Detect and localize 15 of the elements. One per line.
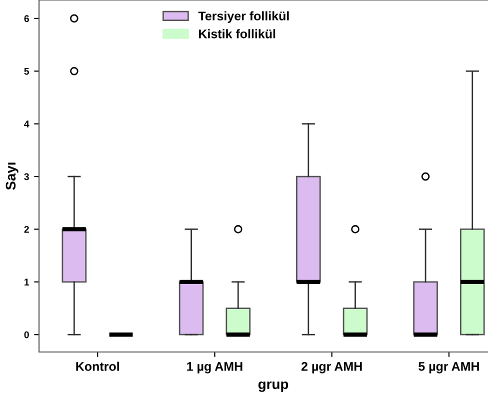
x-axis-title: grup	[258, 381, 288, 392]
y-axis-title: Sayı	[6, 162, 18, 190]
x-tick-label: 1 µg AMH	[187, 362, 242, 374]
y-tick-label: 2	[24, 226, 29, 233]
y-tick-label: 5	[24, 68, 30, 75]
y-tick-label: 3	[24, 173, 29, 180]
x-tick-label: 5 µgr AMH	[418, 362, 479, 374]
y-tick-label: 6	[24, 15, 29, 22]
y-tick-label: 1	[24, 278, 30, 286]
x-tick-label: Kontrol	[76, 362, 119, 371]
legend-label: Tersiyer follikül	[198, 11, 289, 23]
y-tick-label: 4	[24, 120, 30, 128]
legend-label: Kistik follikül	[199, 29, 276, 38]
x-tick-label: 2 µgr AMH	[301, 362, 362, 374]
y-tick-label: 0	[24, 331, 29, 338]
